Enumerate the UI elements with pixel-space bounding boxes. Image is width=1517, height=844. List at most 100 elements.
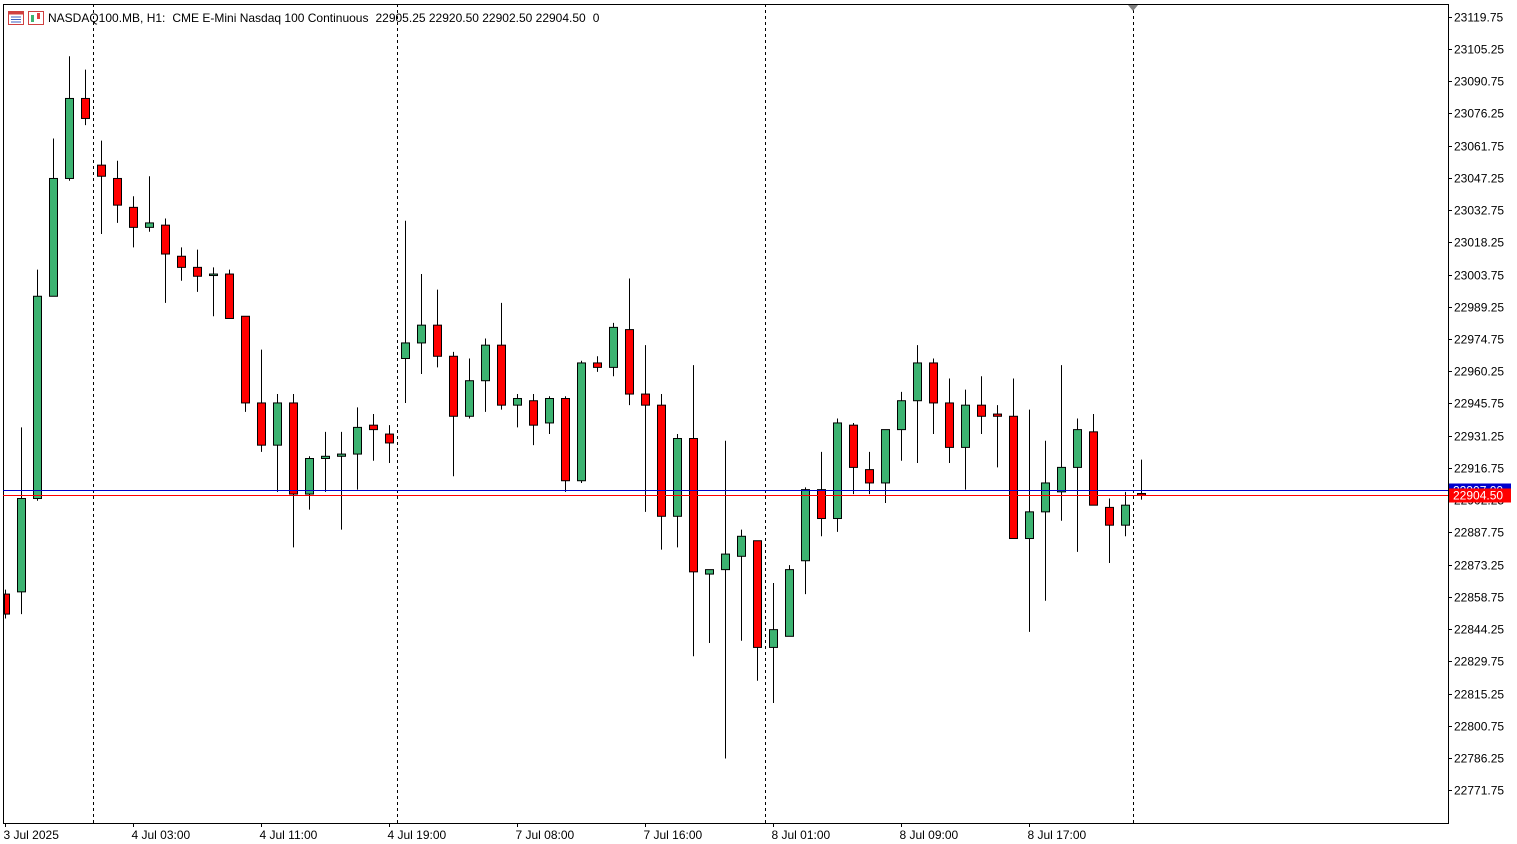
candle-body — [129, 206, 138, 228]
candle-body — [1073, 429, 1082, 468]
bid-tag-bg — [1449, 488, 1511, 503]
candle-bear — [161, 218, 170, 303]
candle-bear — [1009, 378, 1018, 540]
candle-body — [961, 404, 970, 448]
candle-body — [993, 413, 1002, 417]
candle-body — [689, 438, 698, 573]
candle-bear — [225, 269, 234, 319]
candle-bull — [913, 345, 922, 463]
price-tick-label: 23032.75 — [1454, 204, 1504, 218]
candle-bull — [273, 394, 282, 492]
candle-body — [225, 273, 234, 319]
chart-header: NASDAQ100.MB, H1: CME E-Mini Nasdaq 100 … — [8, 9, 606, 27]
candle-bull — [785, 565, 794, 637]
candle-bear — [977, 376, 986, 435]
candle-body — [353, 426, 362, 455]
candle-bear — [97, 140, 106, 235]
candle-bear — [529, 394, 538, 446]
price-tick-label: 22989.25 — [1454, 301, 1504, 315]
candle-bear — [449, 351, 458, 477]
candle-body — [673, 438, 682, 517]
candle-bear — [929, 358, 938, 435]
candle-bear — [1089, 414, 1098, 506]
candle-bear — [657, 394, 666, 550]
candle-bull — [881, 429, 890, 503]
time-tick-label: 7 Jul 08:00 — [516, 828, 575, 842]
candle-body — [449, 355, 458, 417]
price-tick-label: 22916.75 — [1454, 462, 1504, 476]
symbol-props-icon[interactable] — [28, 11, 44, 25]
candle-bull — [417, 274, 426, 375]
price-tick-label: 23090.75 — [1454, 75, 1504, 89]
candle-body — [321, 455, 330, 460]
candle-body — [209, 273, 218, 277]
price-tick-label: 23105.25 — [1454, 43, 1504, 57]
candle-body — [657, 404, 666, 517]
candle-bear — [129, 196, 138, 248]
candle-bear — [561, 396, 570, 492]
candle-bear — [625, 278, 634, 406]
candle-bull — [33, 269, 42, 501]
candle-body — [545, 397, 554, 424]
candle-body — [881, 429, 890, 484]
candle-bull — [705, 569, 714, 643]
plot-frame — [3, 4, 1449, 824]
candle-bull — [481, 338, 490, 412]
candle-bull — [1057, 365, 1066, 521]
price-tick-label: 22945.75 — [1454, 397, 1504, 411]
candle-body — [305, 458, 314, 495]
candle-bear — [4, 589, 10, 619]
candle-body — [497, 344, 506, 406]
candle-body — [593, 362, 602, 368]
time-tick-label: 8 Jul 01:00 — [772, 828, 831, 842]
candle-body — [705, 569, 714, 575]
price-tick-label: 22815.25 — [1454, 688, 1504, 702]
candle-body — [465, 380, 474, 417]
candle-bear — [177, 247, 186, 281]
candle-bull — [833, 418, 842, 532]
candle-body — [737, 535, 746, 557]
candle-bull — [721, 440, 730, 759]
candle-body — [529, 400, 538, 426]
candle-bear — [849, 422, 858, 495]
candle-body — [65, 97, 74, 179]
candle-body — [913, 362, 922, 402]
price-tick-label: 22844.25 — [1454, 623, 1504, 637]
candle-body — [753, 540, 762, 648]
candle-bull — [65, 56, 74, 181]
candle-body — [1105, 506, 1114, 526]
candle-bear — [817, 451, 826, 537]
candle-bear — [385, 425, 394, 463]
chart-list-icon[interactable] — [8, 11, 24, 25]
time-tick-label: 8 Jul 09:00 — [900, 828, 959, 842]
candle-body — [433, 324, 442, 357]
candle-body — [241, 315, 250, 404]
plot-border — [3, 4, 1449, 824]
candle-bear — [433, 289, 442, 368]
candle-bull — [1073, 418, 1082, 552]
candle-body — [1041, 482, 1050, 513]
candle-body — [1137, 493, 1146, 496]
day-separators — [93, 4, 1138, 823]
price-tick-label: 22858.75 — [1454, 591, 1504, 605]
candle-body — [161, 224, 170, 255]
candle-body — [785, 569, 794, 637]
candle-body — [561, 397, 570, 482]
time-tick-label: 7 Jul 16:00 — [644, 828, 703, 842]
candle-body — [385, 433, 394, 444]
candle-body — [369, 424, 378, 431]
candle-bull — [305, 456, 314, 510]
candle-bull — [353, 407, 362, 490]
candle-body — [769, 629, 778, 648]
bid-tag-label: 22904.50 — [1453, 489, 1503, 503]
price-tick-label: 23076.25 — [1454, 107, 1504, 121]
time-tick-label: 3 Jul 2025 — [4, 828, 60, 842]
candle-body — [833, 422, 842, 520]
price-tick-label: 22786.25 — [1454, 752, 1504, 766]
candle-bull — [1041, 440, 1050, 601]
candle-bull — [49, 138, 58, 297]
price-tick-label: 22873.25 — [1454, 559, 1504, 573]
